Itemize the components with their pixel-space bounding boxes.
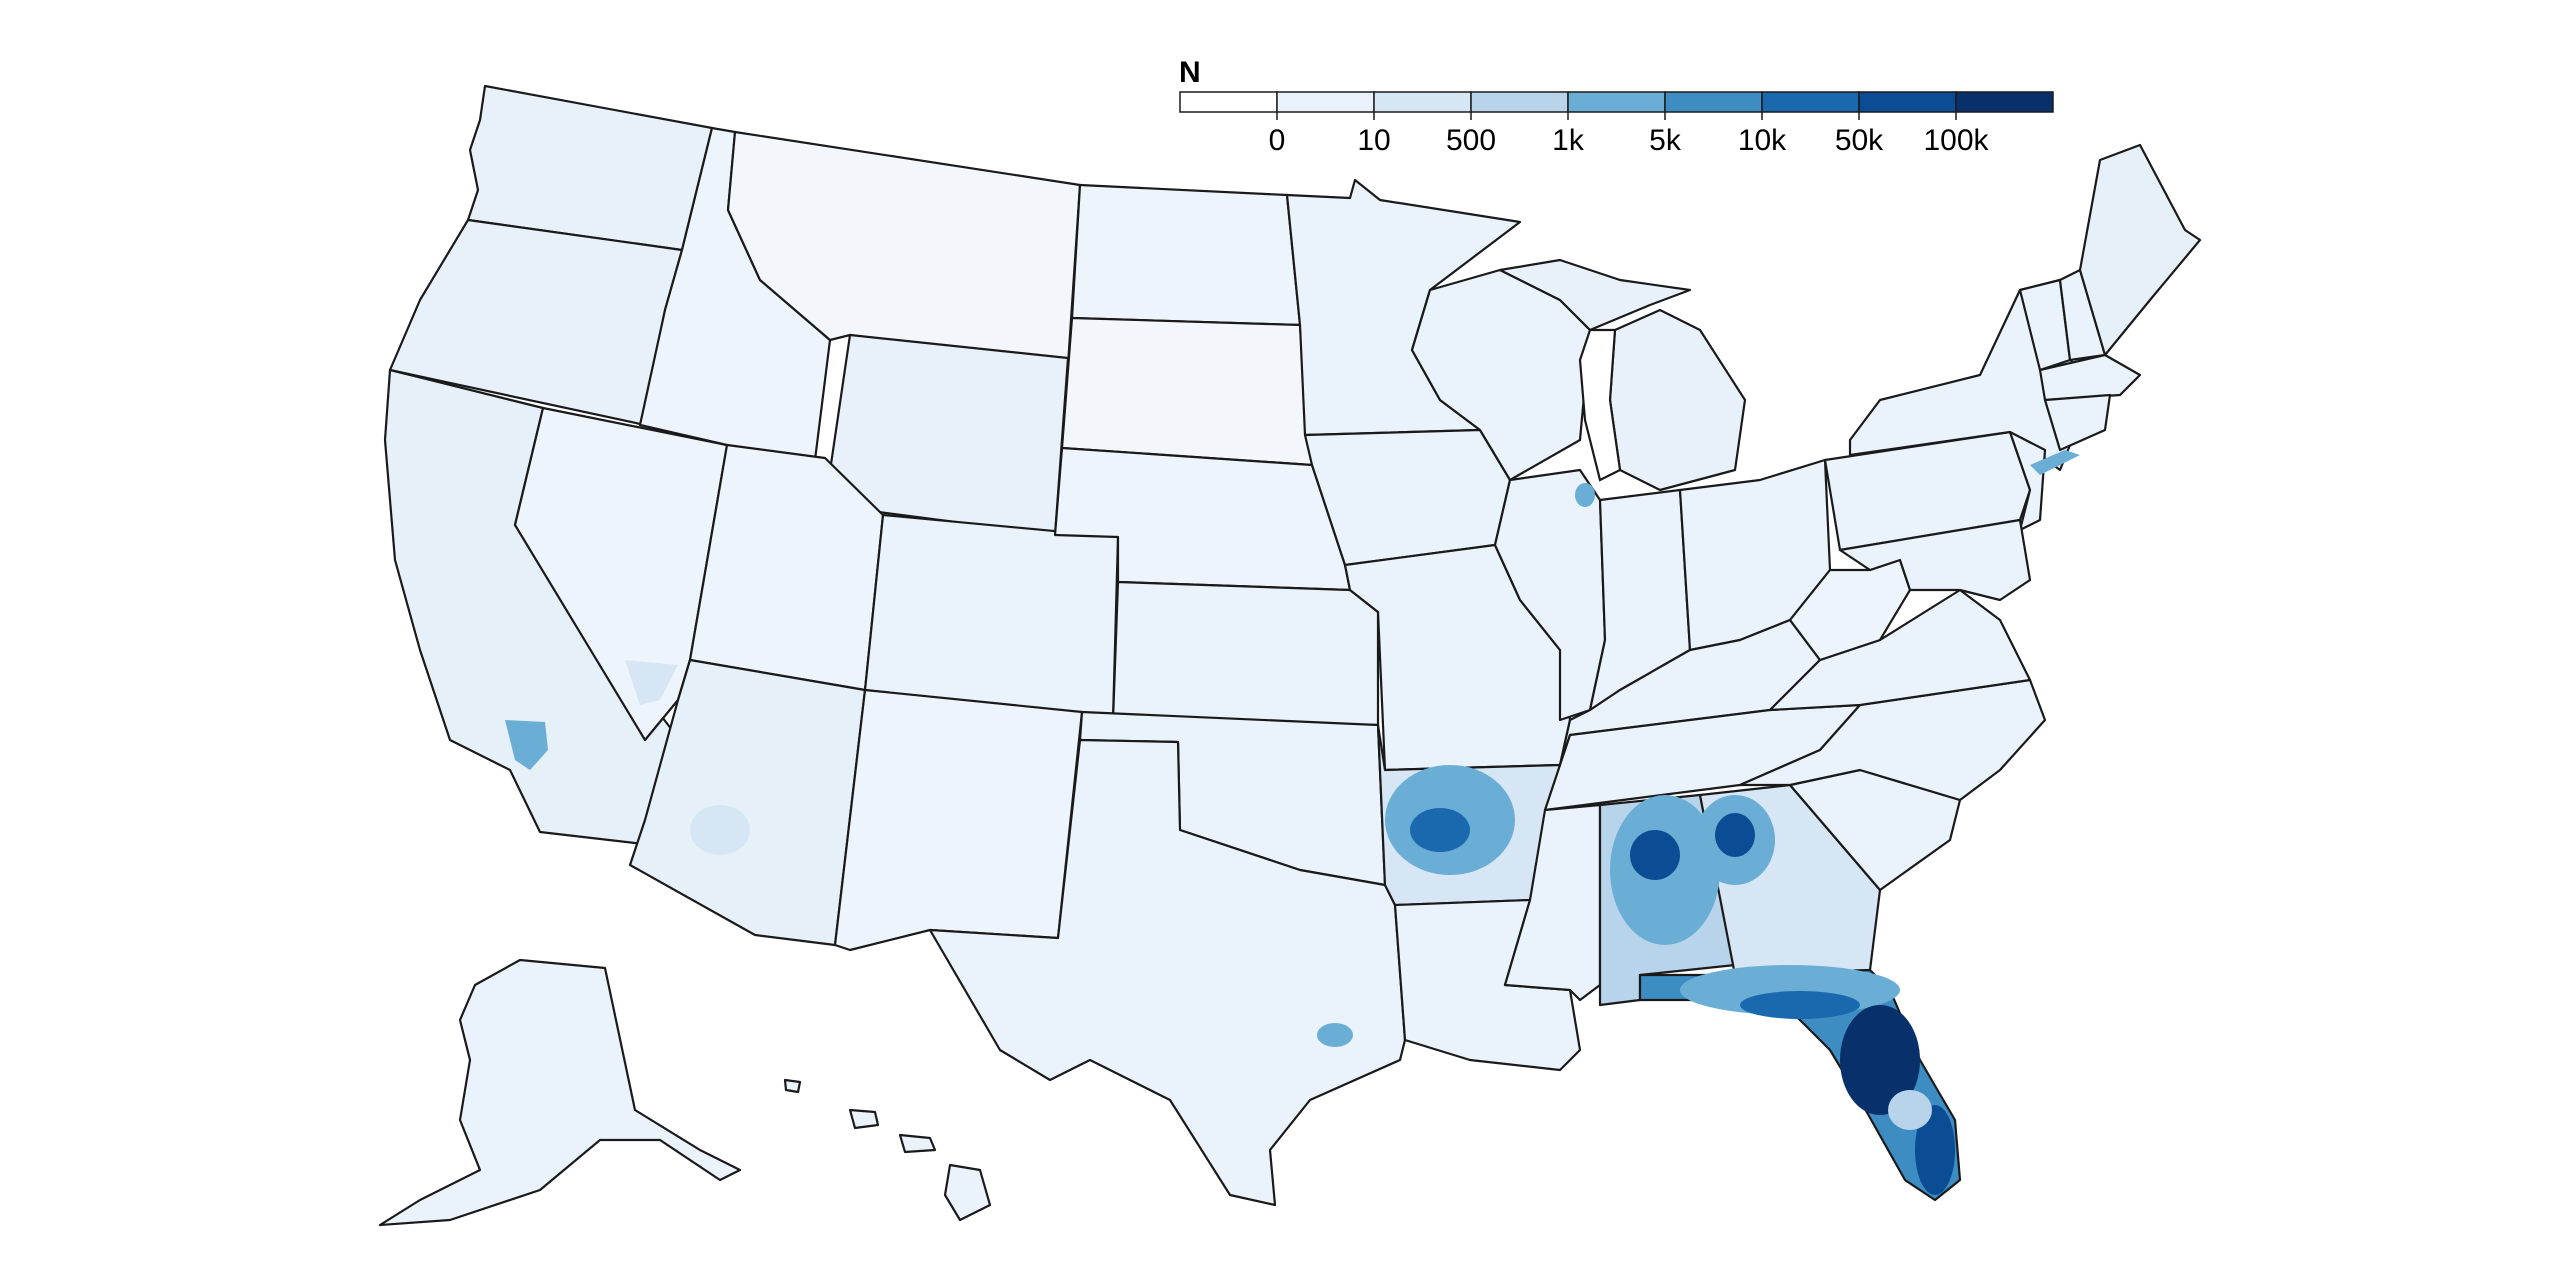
hotspot-arizona — [690, 805, 750, 855]
state-colorado — [863, 513, 1120, 722]
hotspot-panhandle — [1740, 991, 1860, 1019]
state-new-jersey — [2008, 430, 2047, 532]
legend-swatch-1 — [1276, 91, 1375, 113]
legend-tick-label-1: 10 — [1357, 124, 1390, 157]
legend-swatch-2 — [1373, 91, 1472, 113]
outlying-states — [378, 958, 992, 1227]
state-maine — [2078, 143, 2202, 357]
legend-colorbar — [1179, 91, 2054, 113]
hotspot-los-angeles — [505, 720, 548, 770]
state-hawaii — [943, 1163, 992, 1222]
state-texas — [928, 738, 1407, 1207]
hotspot-georgia-inner — [1715, 813, 1755, 857]
hotspot-arkansas-inner — [1410, 808, 1470, 852]
hotspot-chicago — [1575, 483, 1595, 507]
hotspot-nevada-south — [625, 660, 678, 705]
hotspot-florida-mid — [1888, 1090, 1932, 1130]
legend-tick-label-3: 1k — [1552, 124, 1585, 157]
legend-swatch-4 — [1567, 91, 1666, 113]
lake-michigan — [1578, 328, 1622, 482]
state-new-mexico — [833, 688, 1084, 952]
legend-swatch-3 — [1470, 91, 1569, 113]
legend-swatch-6 — [1761, 91, 1860, 113]
legend-swatch-0 — [1179, 91, 1278, 113]
great-lakes — [1578, 328, 1622, 482]
hotspot-houston — [1317, 1023, 1353, 1047]
legend-ticks: 0 10 500 1k 5k 10k 50k 100k — [1269, 112, 1990, 157]
legend-swatch-7 — [1858, 91, 1957, 113]
state-connecticut — [2043, 393, 2112, 452]
state-massachusetts — [2038, 353, 2142, 402]
legend-tick-label-2: 500 — [1446, 124, 1496, 157]
legend-swatch-5 — [1664, 91, 1763, 113]
hotspot-florida-core — [1840, 1005, 1920, 1115]
legend-tick-label-7: 100k — [1923, 124, 1989, 157]
hawaii-island-4 — [783, 1078, 802, 1094]
legend-title: N — [1179, 56, 1201, 89]
legend-tick-label-5: 10k — [1738, 124, 1787, 157]
state-maryland — [1838, 518, 2032, 602]
hotspot-layer — [505, 450, 2080, 1195]
state-michigan — [1608, 308, 1747, 492]
legend-tick-label-6: 50k — [1835, 124, 1884, 157]
state-kansas — [1111, 580, 1380, 727]
hawaii-island-2 — [848, 1108, 880, 1130]
state-alaska — [378, 958, 742, 1227]
hotspot-florida-south — [1915, 1105, 1955, 1195]
state-north-dakota — [1070, 183, 1302, 327]
legend: N 0 10 500 1k 5k 10k 50k 100k — [1179, 56, 2054, 157]
state-north-carolina — [1738, 678, 2047, 802]
state-michigan-upper — [1498, 258, 1692, 332]
legend-tick-label-4: 5k — [1649, 124, 1682, 157]
legend-swatch-8 — [1955, 91, 2054, 113]
hawaii-island-3 — [898, 1133, 937, 1154]
state-south-dakota — [1060, 316, 1314, 467]
hotspot-alabama-inner — [1630, 830, 1680, 880]
hotspot-nyc — [2030, 450, 2080, 475]
legend-tick-label-0: 0 — [1269, 124, 1286, 157]
states-layer — [383, 84, 2202, 1207]
